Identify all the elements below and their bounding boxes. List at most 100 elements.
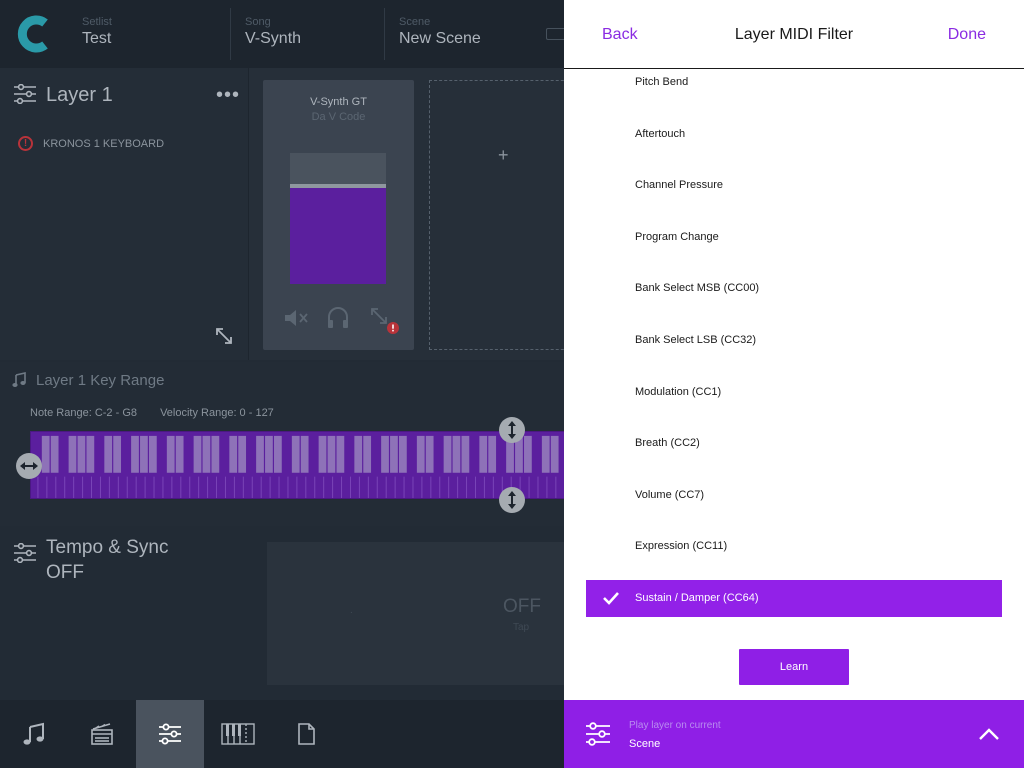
black-key <box>524 435 532 473</box>
nav-keyboard[interactable] <box>204 700 272 768</box>
filter-item[interactable]: Breath (CC2) <box>586 425 1002 462</box>
black-key <box>452 435 461 473</box>
filter-item-label: Breath (CC2) <box>635 437 700 450</box>
filter-item[interactable]: Volume (CC7) <box>586 477 1002 514</box>
filter-item[interactable]: Pitch Bend <box>586 70 1002 101</box>
filter-item[interactable]: Aftertouch <box>586 116 1002 153</box>
black-key <box>41 435 50 473</box>
setlist-label: Setlist <box>82 16 112 28</box>
scene-label: Scene <box>399 16 431 28</box>
expand-warning-icon[interactable] <box>369 306 401 336</box>
black-key <box>273 435 282 473</box>
filter-item-label: Expression (CC11) <box>635 540 728 553</box>
back-button[interactable]: Back <box>602 26 638 43</box>
app-logo[interactable] <box>0 0 68 68</box>
volume-fader[interactable] <box>290 153 386 284</box>
black-key <box>131 435 139 473</box>
filter-item[interactable]: Modulation (CC1) <box>586 374 1002 411</box>
instrument-name: V-Synth GT <box>310 96 367 108</box>
bottom-navigation <box>0 700 564 768</box>
tempo-display[interactable]: . OFF Tap <box>267 542 564 685</box>
layer-panel: Layer 1 ••• ! KRONOS 1 KEYBOARD <box>0 68 248 360</box>
tempo-title-block: Tempo & Sync OFF <box>46 535 169 585</box>
nav-layers[interactable] <box>136 700 204 768</box>
filter-item[interactable]: Expression (CC11) <box>586 528 1002 565</box>
black-key <box>461 435 470 473</box>
instrument-patch: Da V Code <box>311 111 366 123</box>
instrument-card[interactable]: V-Synth GT Da V Code <box>263 80 414 350</box>
black-key <box>515 435 523 473</box>
black-key <box>211 435 220 473</box>
midi-filter-panel: Back Layer MIDI Filter Done Pitch Bend Af… <box>564 0 1024 768</box>
black-key <box>238 435 247 473</box>
expand-icon[interactable] <box>214 326 234 346</box>
key-range-keyboard[interactable] <box>30 431 564 499</box>
filter-title: Layer MIDI Filter <box>734 26 854 43</box>
black-key <box>550 435 559 473</box>
black-key <box>506 435 514 473</box>
nav-scenes[interactable] <box>68 700 136 768</box>
black-key <box>202 435 211 473</box>
velocity-low-handle[interactable] <box>499 487 525 513</box>
sliders-icon <box>159 723 181 745</box>
instrument-controls <box>263 305 414 335</box>
play-layer-label: Play layer on current <box>629 720 721 731</box>
filter-item[interactable]: Program Change <box>586 219 1002 256</box>
volume-handle[interactable] <box>290 184 386 188</box>
tempo-display-value: OFF <box>503 596 541 617</box>
sliders-icon <box>14 84 36 104</box>
song-selector[interactable]: Song V-Synth <box>230 8 380 60</box>
document-icon <box>298 723 315 745</box>
black-key <box>399 435 407 473</box>
headphones-icon[interactable] <box>325 305 351 331</box>
black-key <box>318 435 327 473</box>
filter-item[interactable]: Sustain / Damper (CC64) <box>586 580 1002 617</box>
play-layer-bar[interactable]: Play layer on current Scene <box>564 700 1024 768</box>
black-key <box>390 435 398 473</box>
add-instrument-card[interactable]: + <box>429 80 564 350</box>
black-key <box>175 435 184 473</box>
black-key <box>104 435 113 473</box>
black-key <box>425 435 434 473</box>
play-layer-value: Scene <box>629 738 661 750</box>
mute-icon[interactable] <box>283 307 309 329</box>
filter-item-label: Aftertouch <box>635 127 686 140</box>
vertical-arrows-icon <box>508 491 516 509</box>
song-value: V-Synth <box>245 30 302 47</box>
velocity-range-label: Velocity Range: 0 - 127 <box>160 407 274 419</box>
chevron-up-icon[interactable] <box>978 726 1000 742</box>
filter-list[interactable]: Pitch Bend Aftertouch Channel Pressure Prog… <box>564 70 1024 700</box>
filter-item-label: Sustain / Damper (CC64) <box>635 592 759 604</box>
black-key <box>300 435 309 473</box>
black-key <box>363 435 372 473</box>
device-row[interactable]: ! KRONOS 1 KEYBOARD <box>18 136 164 151</box>
music-note-icon <box>23 722 44 745</box>
setlist-value: Test <box>82 30 112 47</box>
filter-header: Back Layer MIDI Filter Done <box>564 0 1024 69</box>
black-key <box>113 435 122 473</box>
tempo-panel: Tempo & Sync OFF . OFF Tap <box>0 527 564 699</box>
layer-menu-button[interactable]: ••• <box>216 84 241 106</box>
black-key <box>336 435 345 473</box>
layer-title: Layer 1 <box>46 84 113 106</box>
tap-label: Tap <box>513 622 530 633</box>
note-range-handle[interactable] <box>16 453 42 479</box>
scenes-icon <box>91 723 113 745</box>
nav-documents[interactable] <box>272 700 340 768</box>
filter-item-label: Pitch Bend <box>635 76 689 88</box>
nav-songs[interactable] <box>0 700 68 768</box>
filter-item[interactable]: Bank Select LSB (CC32) <box>586 322 1002 359</box>
key-range-panel: Layer 1 Key Range Note Range: C-2 - G8 V… <box>0 362 564 526</box>
horizontal-arrows-icon <box>20 462 38 470</box>
black-key <box>416 435 425 473</box>
velocity-high-handle[interactable] <box>499 417 525 443</box>
instrument-panel: V-Synth GT Da V Code <box>248 68 564 360</box>
done-button[interactable]: Done <box>947 26 986 43</box>
black-key <box>541 435 550 473</box>
learn-button[interactable]: Learn <box>739 649 849 685</box>
filter-item[interactable]: Bank Select MSB (CC00) <box>586 270 1002 307</box>
scene-selector[interactable]: Scene New Scene <box>384 8 534 60</box>
filter-item[interactable]: Channel Pressure <box>586 167 1002 204</box>
setlist-selector[interactable]: Setlist Test <box>68 8 218 60</box>
device-name: KRONOS 1 KEYBOARD <box>43 137 165 150</box>
